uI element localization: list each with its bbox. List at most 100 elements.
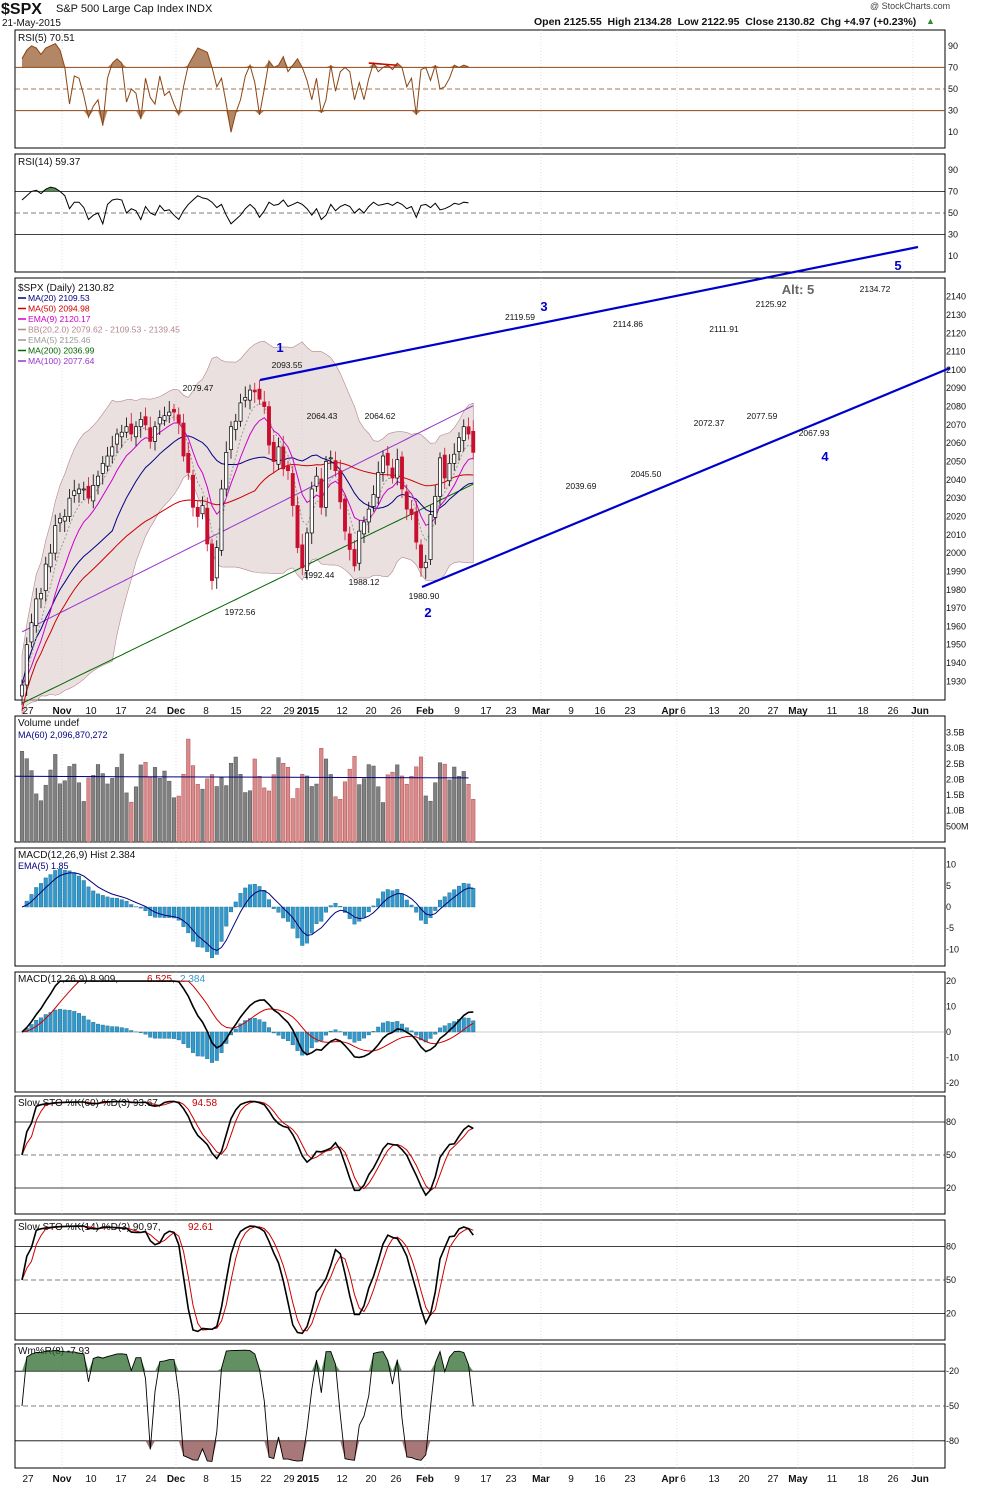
price-candle [438, 452, 442, 506]
volume-panel [14, 715, 946, 843]
price-candle [200, 496, 205, 520]
price-candle [333, 451, 338, 477]
price-candle [262, 390, 267, 414]
volume-bar [295, 788, 300, 843]
candle-body [39, 593, 43, 600]
price-tick-label: 2020 [946, 511, 966, 521]
price-candle [461, 419, 466, 452]
price-candle [205, 497, 210, 552]
volume-bar [200, 788, 205, 843]
price-candle [271, 434, 276, 473]
volume-bar [461, 771, 466, 843]
volume-bar [34, 793, 39, 843]
candle-body [333, 460, 338, 472]
price-candle [281, 435, 286, 477]
volume-tick-label: 500M [946, 821, 969, 831]
volume-bar [205, 778, 210, 843]
x-axis-label-bottom: Feb [416, 1474, 434, 1485]
macd-hist-bar [366, 906, 371, 913]
candle-body [157, 417, 162, 425]
volume-bar [428, 800, 433, 843]
volume-bar [57, 783, 63, 843]
volume-bar [300, 774, 305, 843]
macd-hist-bar [305, 906, 310, 944]
macd-hist-bar [157, 906, 162, 918]
volume-bar [357, 784, 362, 843]
x-axis-label-top: 29 [283, 706, 295, 717]
price-candle [224, 441, 229, 497]
sto60-tick-label: 20 [946, 1183, 956, 1193]
candle-body [276, 446, 281, 465]
candle-body [48, 552, 53, 568]
price-candle [371, 485, 376, 512]
x-axis-label-bottom: May [788, 1474, 808, 1485]
price-candle [58, 512, 62, 533]
candle-body [210, 543, 214, 581]
macd-hist-bar [362, 906, 367, 918]
x-axis-label-bottom: 10 [85, 1474, 97, 1485]
candle-body [153, 426, 157, 442]
x-axis-label-top: Jun [911, 706, 929, 717]
price-candle [29, 613, 34, 648]
price-legend-item: MA(100) 2077.64 [28, 356, 95, 366]
volume-bar [418, 756, 424, 843]
macd-bar [257, 1019, 262, 1033]
x-axis-label-bottom: 16 [594, 1474, 606, 1485]
price-candle [433, 485, 438, 525]
volume-bar [333, 796, 338, 843]
elliott-wave-label: 1 [276, 340, 283, 355]
ma100-line [21, 405, 474, 633]
candle-body [286, 465, 290, 472]
elliott-wave-label: 4 [821, 449, 829, 464]
volume-bar [186, 738, 191, 843]
macd-hist-bar [205, 906, 210, 952]
volume-bar [171, 797, 177, 843]
high-price-label: 2064.43 [307, 411, 338, 421]
volume-bar [67, 766, 72, 843]
price-candle [309, 481, 314, 544]
exchange: INDX [186, 3, 213, 15]
macd-bar [200, 1031, 205, 1057]
macd-bar [362, 1031, 367, 1039]
price-candle [466, 417, 471, 440]
macd-bar [209, 1031, 214, 1063]
price-candle [314, 467, 319, 492]
price-candle [148, 416, 153, 449]
price-candle [347, 526, 352, 561]
x-axis-label-top: 12 [336, 706, 348, 717]
alt-wave-label: Alt: 5 [782, 282, 815, 297]
volume-bar [190, 765, 196, 843]
macd-bar [385, 1021, 390, 1033]
candle-body [115, 433, 119, 445]
price-candle [105, 446, 110, 472]
price-tick-label: 1940 [946, 658, 966, 668]
macd-hist-tick-label: -10 [946, 944, 959, 954]
macd-hist-bar [395, 889, 400, 908]
rsi14-tick-label: 10 [948, 251, 958, 261]
volume-tick-label: 2.0B [946, 774, 965, 784]
candle-body [262, 401, 267, 407]
macd-hist-bar [171, 906, 176, 919]
price-candle [295, 496, 300, 554]
candle-body [138, 419, 143, 428]
macd-bar [167, 1031, 172, 1039]
price-candle [238, 393, 243, 427]
candle-body [148, 427, 153, 442]
macd-hist-bar [442, 896, 447, 908]
price-tick-label: 2100 [946, 365, 966, 375]
macd-bar [252, 1018, 257, 1033]
macd-bar [442, 1025, 447, 1033]
volume-bar [214, 786, 219, 843]
candle-body [86, 485, 91, 499]
candle-body [371, 494, 376, 507]
wmr-series-line [21, 1349, 474, 1462]
volume-bar [133, 786, 139, 843]
rsi14-overbought-fill [22, 187, 469, 192]
candle-body [362, 521, 366, 535]
macd-hist-bar [53, 870, 58, 908]
macd-hist-bar [328, 905, 333, 908]
rsi5-overbought-fill [22, 43, 469, 68]
volume-bar [399, 775, 405, 843]
x-axis-label-top: 17 [115, 706, 127, 717]
price-candle [286, 460, 290, 480]
